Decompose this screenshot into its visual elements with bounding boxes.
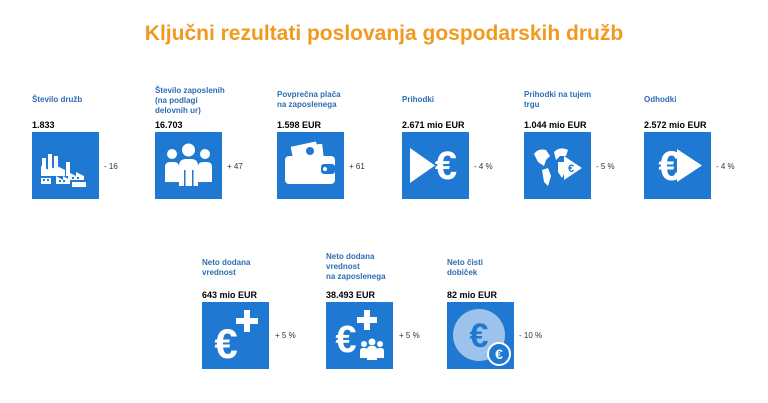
kpi-label: Neto dodana vrednost xyxy=(202,258,251,277)
globe-euro-icon: € xyxy=(524,132,591,199)
kpi-label: Prihodki xyxy=(402,95,435,104)
svg-text:€: € xyxy=(435,144,457,188)
wallet-icon xyxy=(277,132,344,199)
factory-icon xyxy=(32,132,99,199)
kpi-label: Odhodki xyxy=(644,95,677,104)
kpi-change: + 5 % xyxy=(275,331,296,340)
euro-plus-icon: € xyxy=(202,302,269,369)
euro-in-icon: € xyxy=(402,132,469,199)
kpi-change: + 61 xyxy=(349,162,365,171)
svg-text:€: € xyxy=(214,320,237,367)
kpi-label: Neto dodana vrednost na zaposlenega xyxy=(326,252,386,281)
svg-text:€: € xyxy=(495,346,503,362)
svg-text:€: € xyxy=(568,163,574,175)
svg-text:€: € xyxy=(470,317,489,355)
kpi-change: - 4 % xyxy=(716,162,735,171)
svg-text:€: € xyxy=(335,319,356,361)
kpi-value: 82 mio EUR xyxy=(447,290,498,300)
people-icon xyxy=(155,132,222,199)
kpi-label: Prihodki na tujem trgu xyxy=(524,90,592,109)
kpi-change: - 4 % xyxy=(474,162,493,171)
page-title: Ključni rezultati poslovanja gospodarski… xyxy=(144,22,624,45)
svg-text:€: € xyxy=(658,142,681,189)
kpi-label: Povprečna plača na zaposlenega xyxy=(277,90,341,109)
kpi-value: 643 mio EUR xyxy=(202,290,258,300)
kpi-label: Število zaposlenih (na podlagi delovnih … xyxy=(155,86,225,115)
kpi-change: - 16 xyxy=(104,162,118,171)
euro-coin-icon: € € xyxy=(447,302,514,369)
kpi-value: 1.044 mio EUR xyxy=(524,120,587,130)
kpi-change: - 5 % xyxy=(596,162,615,171)
kpi-value: 2.572 mio EUR xyxy=(644,120,707,130)
kpi-change: + 5 % xyxy=(399,331,420,340)
kpi-value: 2.671 mio EUR xyxy=(402,120,465,130)
kpi-value: 16.703 xyxy=(155,120,183,130)
euro-plus-people-icon: € xyxy=(326,302,393,369)
kpi-value: 1.598 EUR xyxy=(277,120,322,130)
euro-out-icon: € xyxy=(644,132,711,199)
kpi-value: 1.833 xyxy=(32,120,55,130)
kpi-value: 38.493 EUR xyxy=(326,290,376,300)
kpi-change: + 47 xyxy=(227,162,243,171)
kpi-label: Število družb xyxy=(32,95,83,104)
kpi-label: Neto čisti dobiček xyxy=(447,258,484,277)
kpi-change: - 10 % xyxy=(519,331,543,340)
